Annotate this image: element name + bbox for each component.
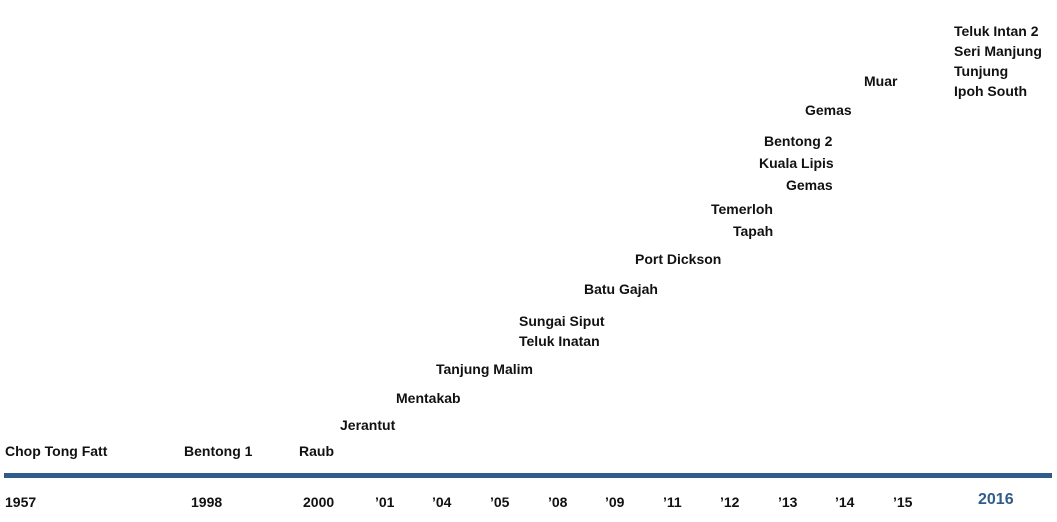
event-label: Bentong 1: [184, 443, 253, 459]
year-label: 1957: [5, 494, 37, 510]
event-label: Jerantut: [340, 417, 396, 433]
event-label: Kuala Lipis: [759, 155, 834, 171]
event-label: Sungai Siput: [519, 313, 605, 329]
year-label: ’05: [490, 494, 510, 510]
year-label: ’12: [720, 494, 740, 510]
year-label: 1998: [191, 494, 223, 510]
event-label: Gemas: [786, 177, 833, 193]
event-label: Gemas: [805, 102, 852, 118]
year-label-current: 2016: [978, 491, 1014, 508]
event-label: Ipoh South: [954, 83, 1028, 99]
year-label: ’11: [663, 494, 682, 510]
event-label: Chop Tong Fatt: [5, 443, 108, 459]
event-label: Raub: [299, 443, 334, 459]
event-label: Tapah: [733, 223, 774, 239]
event-label: Tanjung Malim: [436, 361, 533, 377]
year-label: ’04: [432, 494, 452, 510]
year-label: ’08: [548, 494, 568, 510]
year-label: ’13: [778, 494, 798, 510]
year-label: ’15: [893, 494, 913, 510]
event-label: Batu Gajah: [584, 281, 658, 297]
event-label: Teluk Inatan: [519, 333, 600, 349]
timeline-axis-line: [4, 473, 1052, 478]
event-label: Muar: [864, 73, 898, 89]
event-label: Temerloh: [711, 201, 773, 217]
event-label: Teluk Intan 2: [954, 23, 1039, 39]
event-label: Seri Manjung: [954, 43, 1042, 59]
year-label: ’09: [605, 494, 625, 510]
event-label: Port Dickson: [635, 251, 722, 267]
event-label: Mentakab: [396, 390, 461, 406]
year-label: 2000: [303, 494, 335, 510]
year-label: ’01: [375, 494, 395, 510]
event-label: Tunjung: [954, 63, 1009, 79]
year-label: ’14: [835, 494, 855, 510]
event-label: Bentong 2: [764, 133, 833, 149]
